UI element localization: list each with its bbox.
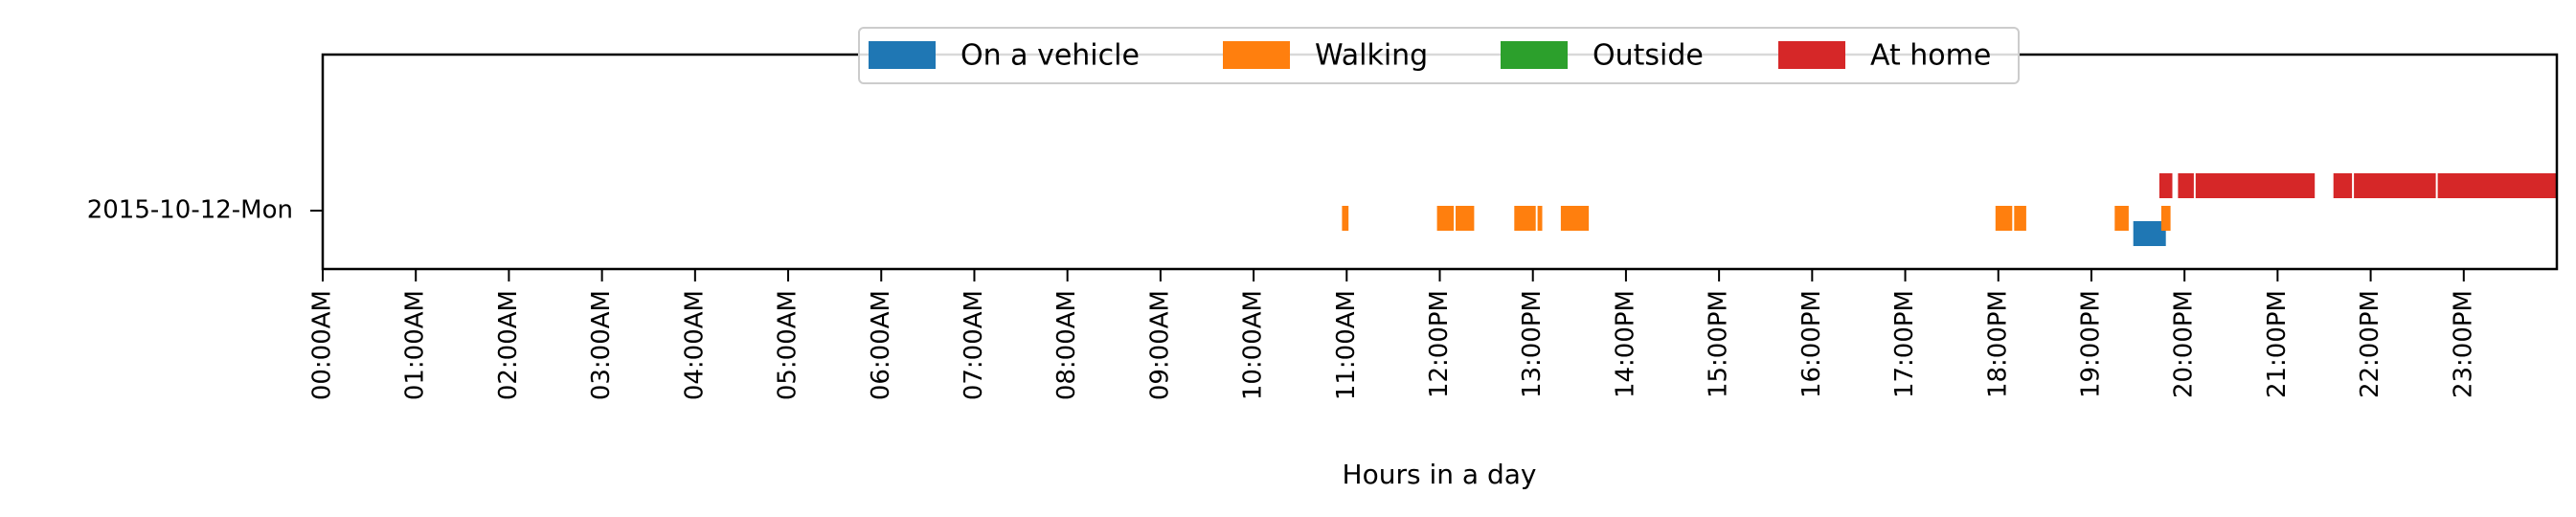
x-tick-label: 04:00AM <box>680 290 709 400</box>
x-tick-label: 14:00PM <box>1611 290 1639 398</box>
legend-label: Walking <box>1315 39 1428 73</box>
bar-walking <box>1537 206 1543 231</box>
x-tick-label: 13:00PM <box>1518 290 1547 398</box>
x-tick-label: 10:00AM <box>1239 290 1268 400</box>
x-tick-label: 16:00PM <box>1797 290 1826 398</box>
x-tick-label: 09:00AM <box>1145 290 1174 400</box>
bar-at-home <box>2158 173 2173 198</box>
y-axis: 2015-10-12-Mon <box>87 196 323 225</box>
bar-walking <box>1514 206 1536 231</box>
x-tick-label: 03:00AM <box>587 290 616 400</box>
x-tick-label: 06:00AM <box>867 290 895 400</box>
bar-walking <box>1456 206 1475 231</box>
legend-swatch-outside <box>1501 41 1568 69</box>
bar-walking <box>1560 206 1590 231</box>
bar-at-home <box>2437 173 2557 198</box>
bar-walking <box>2014 206 2026 231</box>
bar-walking <box>1342 206 1349 231</box>
x-tick-label: 07:00AM <box>960 290 988 400</box>
bar-at-home <box>2195 173 2316 198</box>
bar-at-home <box>2178 173 2194 198</box>
x-tick-label: 19:00PM <box>2077 290 2106 398</box>
x-axis-title: Hours in a day <box>1343 459 1537 490</box>
bar-at-home <box>2354 173 2436 198</box>
legend-swatch-at-home <box>1778 41 1845 69</box>
x-tick-label: 08:00AM <box>1052 290 1081 400</box>
x-tick-label: 21:00PM <box>2263 290 2292 398</box>
x-tick-label: 02:00AM <box>494 290 523 400</box>
x-tick-label: 23:00PM <box>2449 290 2477 398</box>
x-tick-label: 01:00AM <box>401 290 430 400</box>
x-tick-label: 00:00AM <box>308 290 337 400</box>
legend-label: On a vehicle <box>960 39 1140 73</box>
x-tick-label: 15:00PM <box>1705 290 1733 398</box>
x-tick-label: 18:00PM <box>1983 290 2012 398</box>
bar-at-home <box>2333 173 2353 198</box>
x-tick-label: 17:00PM <box>1890 290 1919 398</box>
bar-walking <box>1436 206 1455 231</box>
bars-layer <box>1342 173 2557 246</box>
x-tick-label: 22:00PM <box>2356 290 2384 398</box>
x-axis: 00:00AM 01:00AM 02:00AM 03:00AM 04:00AM 05:00… <box>308 269 2477 400</box>
bar-walking <box>1995 206 2013 231</box>
x-tick-label: 05:00AM <box>774 290 802 400</box>
x-tick-label: 11:00AM <box>1332 290 1361 400</box>
y-tick-label: 2015-10-12-Mon <box>87 196 293 225</box>
legend-swatch-on-a-vehicle <box>869 41 936 69</box>
legend-label: At home <box>1870 39 1991 73</box>
x-tick-label: 20:00PM <box>2170 290 2199 398</box>
x-tick-label: 12:00PM <box>1425 290 1454 398</box>
bar-walking <box>2160 206 2171 231</box>
legend-label: Outside <box>1593 39 1704 73</box>
legend-swatch-walking <box>1223 41 1290 69</box>
bar-walking <box>2114 206 2129 231</box>
bar-on-a-vehicle <box>2133 221 2166 246</box>
legend-frame <box>858 27 2020 84</box>
plot-frame <box>321 53 2559 271</box>
legend: On a vehicle Walking Outside At home <box>858 27 2020 84</box>
